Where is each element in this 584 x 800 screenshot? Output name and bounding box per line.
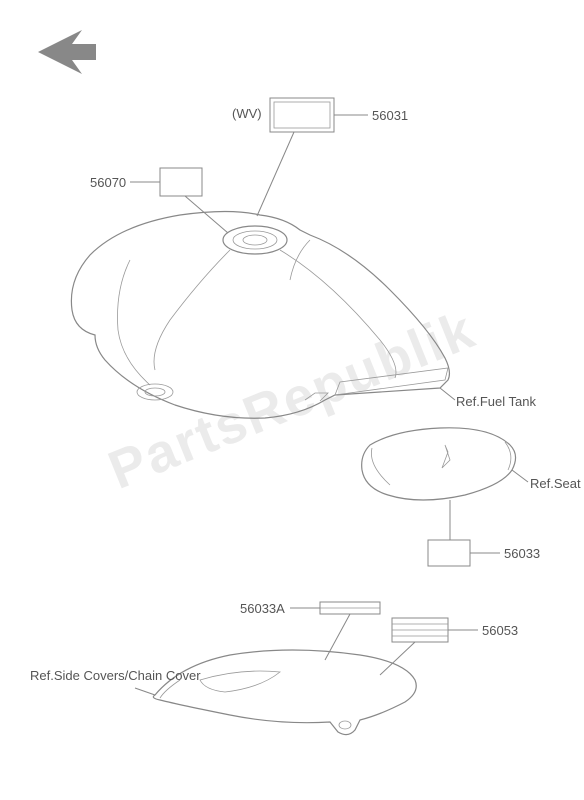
- ref-fuel-tank: Ref.Fuel Tank: [456, 394, 536, 409]
- label-56053-group: [380, 618, 478, 675]
- label-56031: 56031: [372, 108, 408, 123]
- seat-outline: [362, 428, 516, 500]
- label-56033: 56033: [504, 546, 540, 561]
- label-56053: 56053: [482, 623, 518, 638]
- fuel-tank-outline: [71, 212, 449, 419]
- label-56031-group: [257, 98, 368, 216]
- side-cover-outline: [153, 650, 416, 735]
- ref-seat: Ref.Seat: [530, 476, 581, 491]
- label-56033A: 56033A: [240, 601, 285, 616]
- ref-side-covers: Ref.Side Covers/Chain Cover: [30, 668, 201, 683]
- label-56033-group: [428, 500, 500, 566]
- nav-arrow: [38, 30, 96, 74]
- label-56033A-group: [290, 602, 380, 660]
- label-56070: 56070: [90, 175, 126, 190]
- wv-label: (WV): [232, 106, 262, 121]
